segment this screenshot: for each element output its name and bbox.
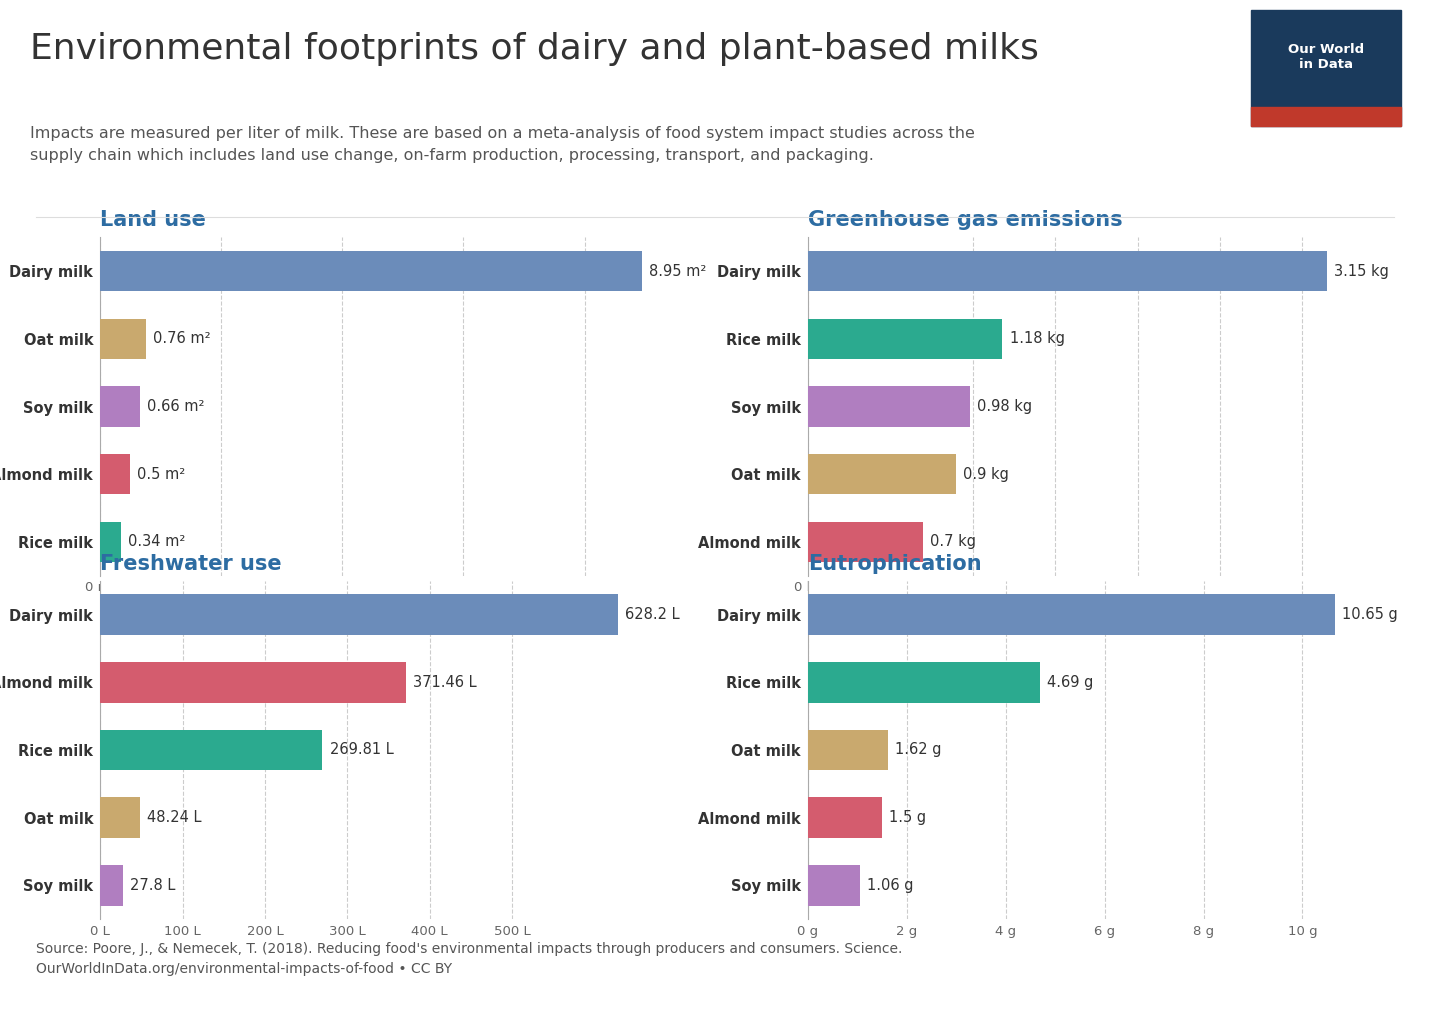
Text: 3.15 kg: 3.15 kg	[1334, 264, 1389, 279]
Bar	[100, 594, 618, 635]
Bar	[100, 318, 146, 360]
Text: 269.81 L: 269.81 L	[329, 742, 393, 758]
Text: Eutrophication: Eutrophication	[808, 553, 981, 574]
Text: Greenhouse gas emissions: Greenhouse gas emissions	[808, 210, 1123, 230]
Bar	[808, 318, 1002, 360]
Text: 0.34 m²: 0.34 m²	[127, 534, 186, 549]
Text: 0.9 kg: 0.9 kg	[964, 467, 1010, 482]
Bar	[1251, 106, 1401, 126]
Bar	[808, 453, 957, 495]
Text: 27.8 L: 27.8 L	[130, 878, 176, 893]
Bar	[808, 250, 1327, 292]
Text: 8.95 m²: 8.95 m²	[649, 264, 706, 279]
Text: 1.5 g: 1.5 g	[889, 810, 927, 825]
Text: Impacts are measured per liter of milk. These are based on a meta-analysis of fo: Impacts are measured per liter of milk. …	[30, 126, 975, 164]
Bar	[808, 386, 970, 427]
Text: Environmental footprints of dairy and plant-based milks: Environmental footprints of dairy and pl…	[30, 32, 1040, 66]
Text: 628.2 L: 628.2 L	[625, 607, 679, 622]
Bar	[100, 386, 140, 427]
Text: 0.76 m²: 0.76 m²	[153, 331, 210, 346]
Text: 0.7 kg: 0.7 kg	[931, 534, 977, 549]
Text: 0.66 m²: 0.66 m²	[147, 399, 204, 414]
Text: 0.98 kg: 0.98 kg	[977, 399, 1032, 414]
Bar	[808, 729, 888, 771]
Text: Land use: Land use	[100, 210, 206, 230]
Text: 0.5 m²: 0.5 m²	[137, 467, 186, 482]
Text: 1.18 kg: 1.18 kg	[1010, 331, 1064, 346]
Text: 371.46 L: 371.46 L	[413, 675, 478, 690]
Bar	[808, 662, 1040, 703]
Bar	[100, 865, 123, 906]
Bar	[808, 797, 882, 838]
Text: 4.69 g: 4.69 g	[1047, 675, 1094, 690]
Bar	[100, 662, 406, 703]
Bar	[100, 453, 130, 495]
Text: 1.06 g: 1.06 g	[868, 878, 914, 893]
Text: Freshwater use: Freshwater use	[100, 553, 282, 574]
Text: 1.62 g: 1.62 g	[895, 742, 942, 758]
Bar	[808, 865, 861, 906]
Bar	[808, 521, 924, 563]
Bar	[100, 729, 323, 771]
Bar	[100, 521, 120, 563]
Text: 10.65 g: 10.65 g	[1341, 607, 1397, 622]
Bar	[100, 797, 140, 838]
Text: Our World
in Data: Our World in Data	[1288, 42, 1364, 71]
Text: Source: Poore, J., & Nemecek, T. (2018). Reducing food's environmental impacts t: Source: Poore, J., & Nemecek, T. (2018).…	[36, 941, 902, 977]
Bar	[808, 594, 1334, 635]
Text: 48.24 L: 48.24 L	[147, 810, 202, 825]
Bar	[100, 250, 642, 292]
